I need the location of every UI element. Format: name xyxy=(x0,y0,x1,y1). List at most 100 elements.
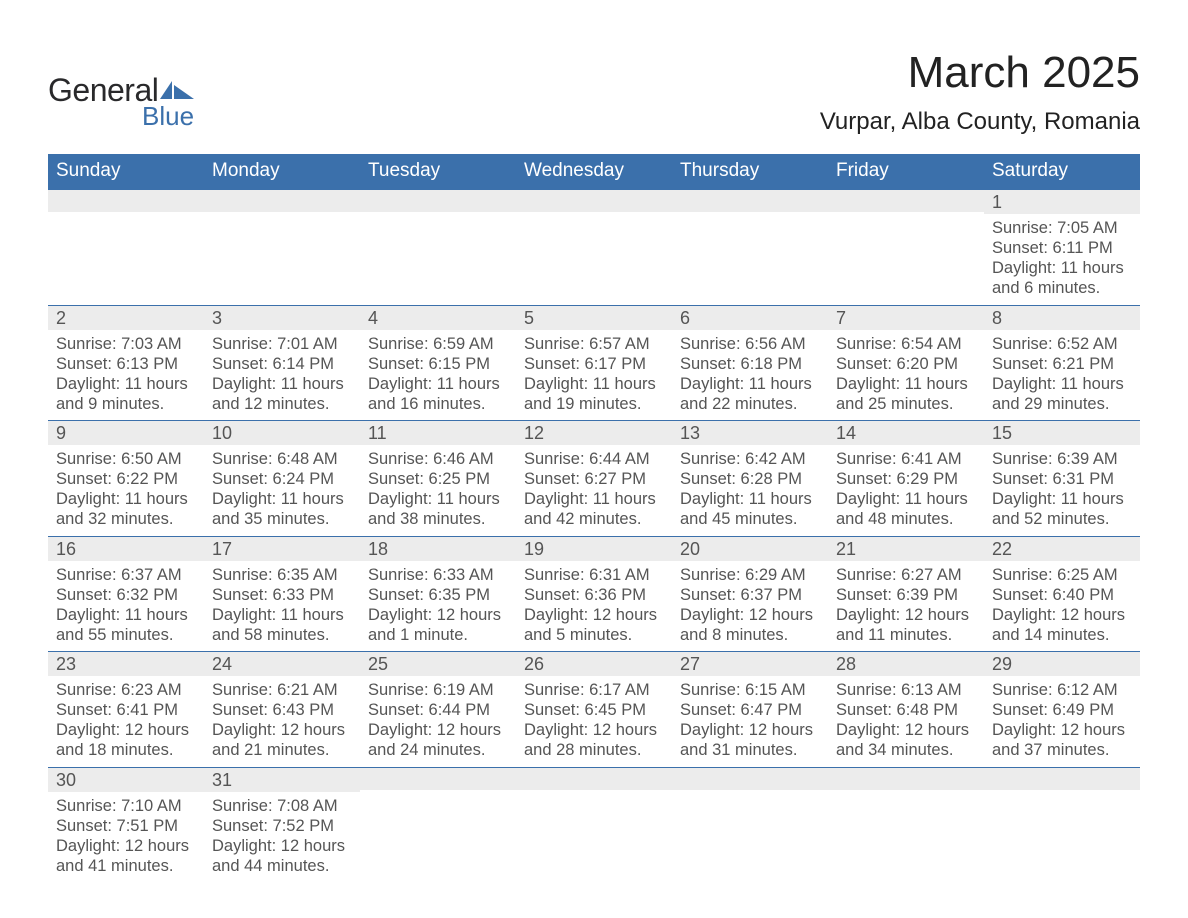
sunrise-line: Sunrise: 6:33 AM xyxy=(368,565,508,585)
sunrise-line: Sunrise: 6:44 AM xyxy=(524,449,664,469)
calendar-day-cell: 22 Sunrise: 6:25 AMSunset: 6:40 PMDayligh… xyxy=(984,537,1140,652)
day-number: 5 xyxy=(516,306,672,330)
daylight-line: Daylight: 11 hours and 25 minutes. xyxy=(836,374,976,414)
calendar-day-cell xyxy=(828,190,984,305)
daylight-line: Daylight: 12 hours and 28 minutes. xyxy=(524,720,664,760)
calendar-day-cell: 31Sunrise: 7:08 AMSunset: 7:52 PMDayligh… xyxy=(204,768,360,883)
day-details: Sunrise: 6:12 AMSunset: 6:49 PMDaylight:… xyxy=(984,676,1140,767)
calendar-day-cell: 16Sunrise: 6:37 AMSunset: 6:32 PMDayligh… xyxy=(48,537,204,652)
calendar-week-row: 1Sunrise: 7:05 AMSunset: 6:11 PMDaylight… xyxy=(48,190,1140,306)
calendar-day-cell: 9Sunrise: 6:50 AMSunset: 6:22 PMDaylight… xyxy=(48,421,204,536)
day-details: Sunrise: 6:31 AMSunset: 6:36 PMDaylight:… xyxy=(516,561,672,652)
calendar-week-row: 16Sunrise: 6:37 AMSunset: 6:32 PMDayligh… xyxy=(48,537,1140,653)
day-of-week-header: Tuesday xyxy=(360,154,516,190)
calendar-day-cell: 25Sunrise: 6:19 AMSunset: 6:44 PMDayligh… xyxy=(360,652,516,767)
brand-logo: General Blue xyxy=(48,48,194,132)
sunrise-line: Sunrise: 7:05 AM xyxy=(992,218,1132,238)
title-block: March 2025 Vurpar, Alba County, Romania xyxy=(820,48,1140,136)
day-number xyxy=(672,190,828,212)
calendar-table: SundayMondayTuesdayWednesdayThursdayFrid… xyxy=(48,154,1140,882)
daylight-line: Daylight: 12 hours and 14 minutes. xyxy=(992,605,1132,645)
day-details: Sunrise: 6:46 AMSunset: 6:25 PMDaylight:… xyxy=(360,445,516,536)
day-number: 23 xyxy=(48,652,204,676)
sunrise-line: Sunrise: 6:37 AM xyxy=(56,565,196,585)
day-details: Sunrise: 6:48 AMSunset: 6:24 PMDaylight:… xyxy=(204,445,360,536)
daylight-line: Daylight: 11 hours and 45 minutes. xyxy=(680,489,820,529)
calendar-day-cell: 6Sunrise: 6:56 AMSunset: 6:18 PMDaylight… xyxy=(672,306,828,421)
day-number: 18 xyxy=(360,537,516,561)
calendar-day-cell xyxy=(360,190,516,305)
sunset-line: Sunset: 6:44 PM xyxy=(368,700,508,720)
sunrise-line: Sunrise: 6:35 AM xyxy=(212,565,352,585)
sunset-line: Sunset: 6:20 PM xyxy=(836,354,976,374)
sunset-line: Sunset: 6:35 PM xyxy=(368,585,508,605)
logo-swoosh-icon xyxy=(160,79,194,101)
day-details: Sunrise: 6:29 AMSunset: 6:37 PMDaylight:… xyxy=(672,561,828,652)
sunrise-line: Sunrise: 6:25 AM xyxy=(992,565,1132,585)
calendar-day-cell: 10Sunrise: 6:48 AMSunset: 6:24 PMDayligh… xyxy=(204,421,360,536)
sunrise-line: Sunrise: 6:48 AM xyxy=(212,449,352,469)
calendar-day-cell xyxy=(360,768,516,883)
calendar-day-cell: 28Sunrise: 6:13 AMSunset: 6:48 PMDayligh… xyxy=(828,652,984,767)
daylight-line: Daylight: 11 hours and 12 minutes. xyxy=(212,374,352,414)
day-number: 24 xyxy=(204,652,360,676)
daylight-line: Daylight: 12 hours and 11 minutes. xyxy=(836,605,976,645)
sunset-line: Sunset: 6:32 PM xyxy=(56,585,196,605)
calendar-day-cell: 5Sunrise: 6:57 AMSunset: 6:17 PMDaylight… xyxy=(516,306,672,421)
calendar-week-row: 9Sunrise: 6:50 AMSunset: 6:22 PMDaylight… xyxy=(48,421,1140,537)
calendar-day-cell xyxy=(672,190,828,305)
calendar-day-cell xyxy=(204,190,360,305)
sunrise-line: Sunrise: 6:21 AM xyxy=(212,680,352,700)
sunrise-line: Sunrise: 7:08 AM xyxy=(212,796,352,816)
sunset-line: Sunset: 6:40 PM xyxy=(992,585,1132,605)
day-number: 4 xyxy=(360,306,516,330)
day-of-week-header: Sunday xyxy=(48,154,204,190)
sunrise-line: Sunrise: 6:31 AM xyxy=(524,565,664,585)
sunrise-line: Sunrise: 6:39 AM xyxy=(992,449,1132,469)
day-number: 12 xyxy=(516,421,672,445)
day-details: Sunrise: 6:42 AMSunset: 6:28 PMDaylight:… xyxy=(672,445,828,536)
page-title: March 2025 xyxy=(820,48,1140,98)
day-details: Sunrise: 6:57 AMSunset: 6:17 PMDaylight:… xyxy=(516,330,672,421)
daylight-line: Daylight: 11 hours and 6 minutes. xyxy=(992,258,1132,298)
day-number xyxy=(516,768,672,790)
sunrise-line: Sunrise: 6:59 AM xyxy=(368,334,508,354)
sunrise-line: Sunrise: 6:54 AM xyxy=(836,334,976,354)
day-details: Sunrise: 6:23 AMSunset: 6:41 PMDaylight:… xyxy=(48,676,204,767)
day-details: Sunrise: 6:17 AMSunset: 6:45 PMDaylight:… xyxy=(516,676,672,767)
day-details: Sunrise: 6:35 AMSunset: 6:33 PMDaylight:… xyxy=(204,561,360,652)
sunset-line: Sunset: 6:24 PM xyxy=(212,469,352,489)
calendar-day-cell xyxy=(984,768,1140,883)
sunset-line: Sunset: 6:43 PM xyxy=(212,700,352,720)
day-details: Sunrise: 6:21 AMSunset: 6:43 PMDaylight:… xyxy=(204,676,360,767)
sunset-line: Sunset: 6:49 PM xyxy=(992,700,1132,720)
day-number: 22 xyxy=(984,537,1140,561)
daylight-line: Daylight: 12 hours and 34 minutes. xyxy=(836,720,976,760)
day-details: Sunrise: 6:19 AMSunset: 6:44 PMDaylight:… xyxy=(360,676,516,767)
sunrise-line: Sunrise: 6:12 AM xyxy=(992,680,1132,700)
sunrise-line: Sunrise: 7:03 AM xyxy=(56,334,196,354)
day-number: 9 xyxy=(48,421,204,445)
day-number: 14 xyxy=(828,421,984,445)
day-number: 15 xyxy=(984,421,1140,445)
sunset-line: Sunset: 6:28 PM xyxy=(680,469,820,489)
day-details: Sunrise: 6:27 AMSunset: 6:39 PMDaylight:… xyxy=(828,561,984,652)
day-number: 27 xyxy=(672,652,828,676)
calendar-day-cell: 23Sunrise: 6:23 AMSunset: 6:41 PMDayligh… xyxy=(48,652,204,767)
sunset-line: Sunset: 6:22 PM xyxy=(56,469,196,489)
sunset-line: Sunset: 6:31 PM xyxy=(992,469,1132,489)
day-details: Sunrise: 7:03 AMSunset: 6:13 PMDaylight:… xyxy=(48,330,204,421)
calendar-day-cell: 2Sunrise: 7:03 AMSunset: 6:13 PMDaylight… xyxy=(48,306,204,421)
calendar-day-cell: 21Sunrise: 6:27 AMSunset: 6:39 PMDayligh… xyxy=(828,537,984,652)
sunset-line: Sunset: 6:37 PM xyxy=(680,585,820,605)
day-number: 2 xyxy=(48,306,204,330)
sunset-line: Sunset: 7:52 PM xyxy=(212,816,352,836)
day-details: Sunrise: 6:59 AMSunset: 6:15 PMDaylight:… xyxy=(360,330,516,421)
sunrise-line: Sunrise: 6:41 AM xyxy=(836,449,976,469)
day-number: 20 xyxy=(672,537,828,561)
daylight-line: Daylight: 11 hours and 55 minutes. xyxy=(56,605,196,645)
daylight-line: Daylight: 12 hours and 31 minutes. xyxy=(680,720,820,760)
day-number: 3 xyxy=(204,306,360,330)
day-of-week-header: Wednesday xyxy=(516,154,672,190)
calendar-week-row: 23Sunrise: 6:23 AMSunset: 6:41 PMDayligh… xyxy=(48,652,1140,768)
